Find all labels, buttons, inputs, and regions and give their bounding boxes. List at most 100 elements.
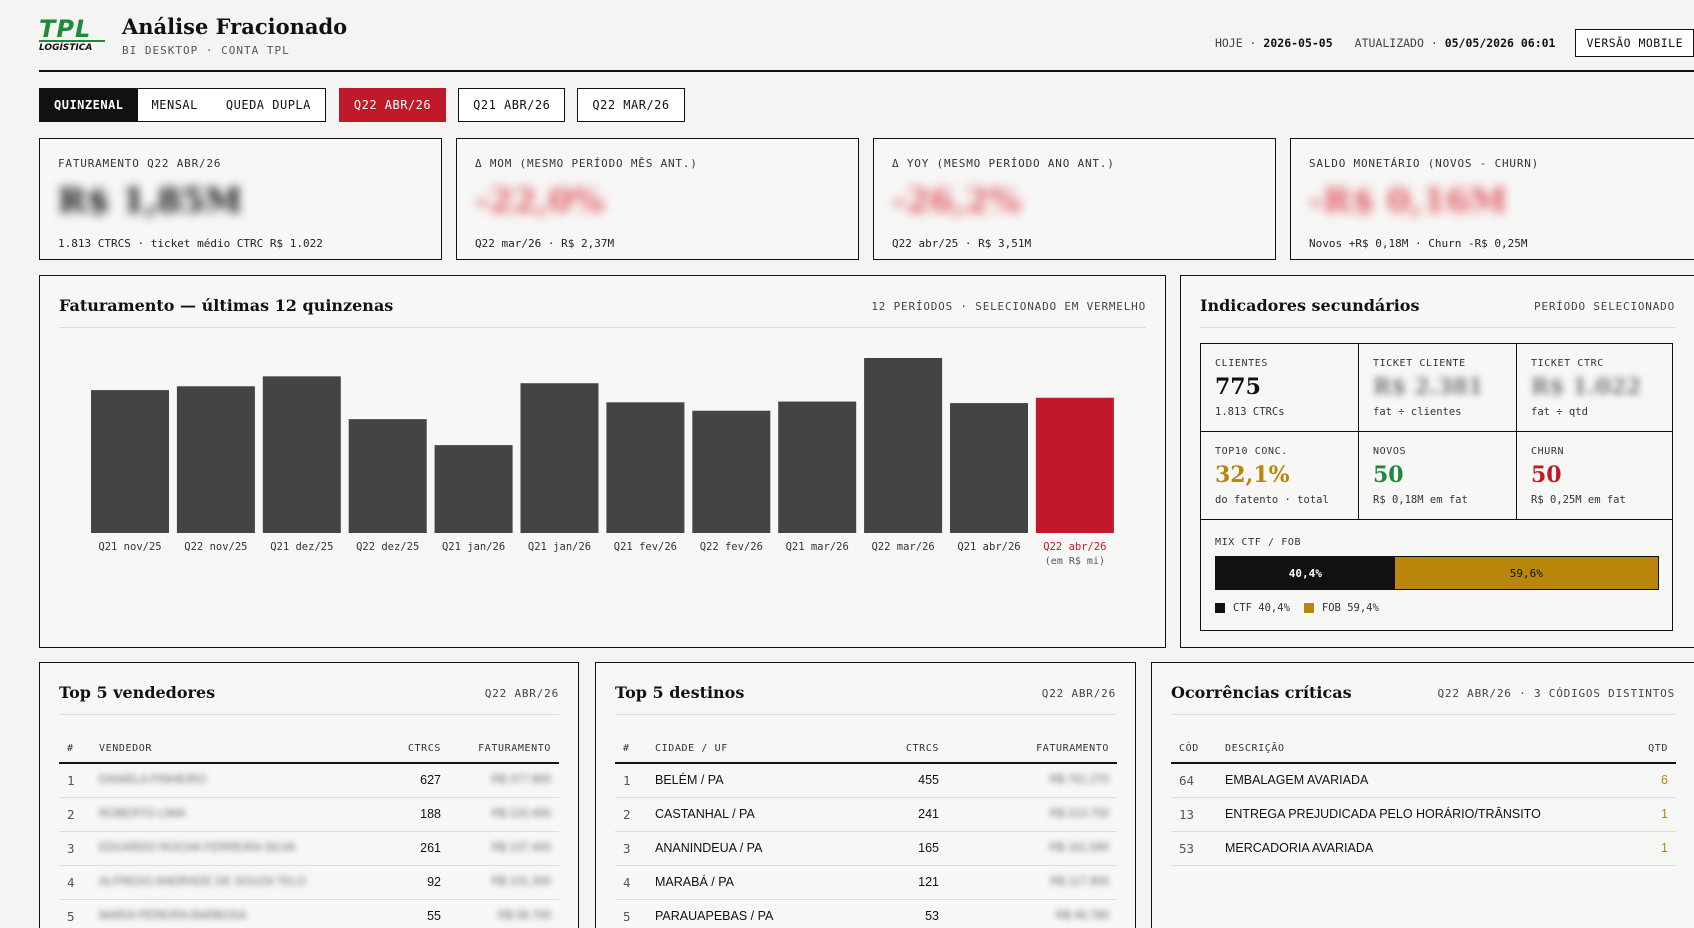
page-title: Análise Fracionado [122,14,348,39]
chart-x-tick-label: Q22 dez/25 [356,541,419,553]
indicator-clientes: CLIENTES 775 1.813 CTRCs [1201,344,1359,432]
period-tab-q21-abr26[interactable]: Q21 ABR/26 [458,88,566,122]
chart-x-tick-label: Q22 fev/26 [700,541,763,553]
table-row[interactable]: 3 ANANINDEUA / PA 165 R$ 161.590 [615,831,1117,866]
sellers-note: Q22 ABR/26 [484,687,559,700]
table-row[interactable]: 1 DANIELA PINHEIRO 627 R$ 377.900 [59,763,559,798]
chart-bar[interactable] [91,390,169,533]
chart-bar[interactable] [262,376,341,533]
table-row[interactable]: 2 CASTANHAL / PA 241 R$ 213.750 [615,797,1117,832]
chart-x-tick-label: Q21 jan/26 [528,541,591,553]
chart-bar[interactable] [434,445,513,533]
table-row[interactable]: 5 PARAUAPEBAS / PA 53 R$ 46.780 [615,899,1117,928]
secondary-note: PERÍODO SELECIONADO [1533,300,1675,313]
revenue-bar-chart: Q21 nov/25 Q22 nov/25 Q21 dez/25 Q22 dez/25… [91,358,1114,567]
chart-bar[interactable] [692,410,771,533]
updated-label: ATUALIZADO · [1354,36,1438,50]
kpi-value: R$ 1,85M [58,181,243,221]
chart-bar[interactable] [864,358,943,533]
chart-x-tick-label: Q21 dez/25 [270,541,333,553]
period-tab-q22-abr26[interactable]: Q22 ABR/26 [338,88,447,122]
header: TPL LOGÍSTICA Análise Fracionado BI DESK… [39,12,1694,72]
chart-x-tick-label: Q22 nov/25 [184,541,247,553]
kpi-value: -R$ 0,16M [1309,181,1508,221]
chart-x-tick-label: Q21 nov/25 [98,541,161,553]
table-row[interactable]: 64 EMBALAGEM AVARIADA 6 [1171,763,1676,798]
mix-ctf-fob-bar: 40,4% 59,6% [1215,556,1659,590]
sellers-table: # VENDEDOR CTRCS FATURAMENTO 1 DANIELA PI… [59,735,559,928]
table-row[interactable]: 4 ALFREDO ANDRADE DE SOUZA TELO 92 R$ 101.3… [59,865,559,900]
updated-value: 05/05/2026 06:01 [1444,36,1556,50]
table-row[interactable]: 2 ROBERTO LIMA 188 R$ 220.400 [59,797,559,832]
today-label: HOJE · [1214,36,1257,50]
kpi-label: Δ MOM (MESMO PERÍODO MÊS ANT.) [475,157,698,170]
chart-bar[interactable] [176,386,255,533]
mix-label: MIX CTF / FOB [1215,537,1302,548]
chart-note: 12 PERÍODOS · SELECIONADO EM VERMELHO [871,300,1146,313]
top-destinations-panel: Top 5 destinos Q22 ABR/26 # CIDADE / UF … [595,662,1136,928]
kpi-card-mom: Δ MOM (MESMO PERÍODO MÊS ANT.) -22,0% Q2… [456,138,859,260]
table-row[interactable]: 1 BELÉM / PA 455 R$ 761.270 [615,763,1117,798]
secondary-title: Indicadores secundários [1200,296,1420,315]
kpi-card-yoy: Δ YOY (MESMO PERÍODO ANO ANT.) -26,2% Q2… [873,138,1276,260]
legend-fob: FOB 59,4% [1321,602,1379,614]
mode-tabs: QUINZENAL MENSAL QUEDA DUPLA [39,88,326,122]
table-row[interactable]: 4 MARABÁ / PA 121 R$ 117.900 [615,865,1117,900]
revenue-chart-panel: Faturamento — últimas 12 quinzenas 12 PE… [39,275,1166,648]
chart-bar[interactable] [520,383,599,533]
table-row[interactable]: 3 EDUARDO ROCHA FERREIRA SILVA 261 R$ 107.4… [59,831,559,866]
chart-bar[interactable] [348,419,427,533]
mix-ctf-segment: 40,4% [1216,557,1395,589]
sellers-title: Top 5 vendedores [59,683,216,702]
page-subtitle: BI DESKTOP · CONTA TPL [122,44,290,57]
kpi-label: Δ YOY (MESMO PERÍODO ANO ANT.) [892,157,1115,170]
destinations-note: Q22 ABR/26 [1041,687,1116,700]
indicator-grid: CLIENTES 775 1.813 CTRCs TICKET CLIENTE … [1200,343,1673,631]
occurrences-title: Ocorrências críticas [1171,683,1352,702]
chart-unit-label: (em R$ mi) [1045,556,1105,567]
tab-quinzenal[interactable]: QUINZENAL [40,89,138,121]
table-row[interactable]: 13 ENTREGA PREJUDICADA PELO HORÁRIO/TRÂNS… [1171,797,1676,832]
kpi-label: FATURAMENTO Q22 ABR/26 [58,157,222,170]
chart-x-tick-label: Q21 jan/26 [442,541,505,553]
table-row[interactable]: 5 MARIA PEREIRA BARBOSA 55 R$ 58.700 [59,899,559,928]
destinations-title: Top 5 destinos [615,683,745,702]
tab-mensal[interactable]: MENSAL [151,98,198,112]
kpi-sub: Novos +R$ 0,18M · Churn -R$ 0,25M [1309,237,1528,250]
chart-bar[interactable] [1035,397,1114,533]
chart-x-tick-label: Q21 mar/26 [786,541,849,553]
table-row[interactable]: 53 MERCADORIA AVARIADA 1 [1171,831,1676,866]
period-tab-q22-mar26[interactable]: Q22 MAR/26 [577,88,685,122]
chart-bar[interactable] [606,402,685,533]
occurrences-note: Q22 ABR/26 · 3 CÓDIGOS DISTINTOS [1437,687,1675,700]
indicator-ticket-cliente: TICKET CLIENTE R$ 2.381 fat ÷ clientes [1359,344,1517,432]
tab-queda-dupla[interactable]: QUEDA DUPLA [225,98,311,112]
indicator-novos: NOVOS 50 R$ 0,18M em fat [1359,432,1517,520]
mix-fob-segment: 59,6% [1394,557,1658,589]
kpi-value: -26,2% [892,181,1022,221]
kpi-sub: 1.813 CTRCS · ticket médio CTRC R$ 1.022 [58,237,323,250]
kpi-card-saldo: SALDO MONETÁRIO (NOVOS - CHURN) -R$ 0,16… [1290,138,1694,260]
kpi-label: SALDO MONETÁRIO (NOVOS - CHURN) [1309,157,1540,170]
filter-tabs: QUINZENAL MENSAL QUEDA DUPLA Q22 ABR/26 … [39,88,685,122]
kpi-card-faturamento: FATURAMENTO Q22 ABR/26 R$ 1,85M 1.813 CT… [39,138,442,260]
occurrences-table: CÓD DESCRIÇÃO QTD 64 EMBALAGEM AVARIADA 6 … [1171,735,1676,866]
legend-ctf: CTF 40,4% [1233,602,1290,614]
critical-occurrences-panel: Ocorrências críticas Q22 ABR/26 · 3 CÓDI… [1151,662,1694,928]
indicator-top10-conc: TOP10 CONC. 32,1% do fatento · total [1201,432,1359,520]
chart-bar[interactable] [778,401,857,533]
chart-x-tick-label: Q21 fev/26 [614,541,677,553]
mobile-version-button[interactable]: VERSÃO MOBILE [1575,29,1694,57]
header-status: HOJE · 2026-05-05 ATUALIZADO · 05/05/202… [1215,29,1694,57]
kpi-sub: Q22 mar/26 · R$ 2,37M [475,237,615,250]
chart-bar[interactable] [950,403,1028,533]
kpi-sub: Q22 abr/25 · R$ 3,51M [892,237,1032,250]
indicator-ticket-ctrc: TICKET CTRC R$ 1.022 fat ÷ qtd [1517,344,1672,432]
indicator-churn: CHURN 50 R$ 0,25M em fat [1517,432,1672,520]
today-value: 2026-05-05 [1263,36,1333,50]
ctf-swatch [1215,603,1225,613]
chart-x-tick-label: Q22 mar/26 [871,541,934,553]
kpi-value: -22,0% [475,181,605,221]
tpl-logo: TPL LOGÍSTICA [39,17,109,53]
chart-title: Faturamento — últimas 12 quinzenas [59,296,394,315]
